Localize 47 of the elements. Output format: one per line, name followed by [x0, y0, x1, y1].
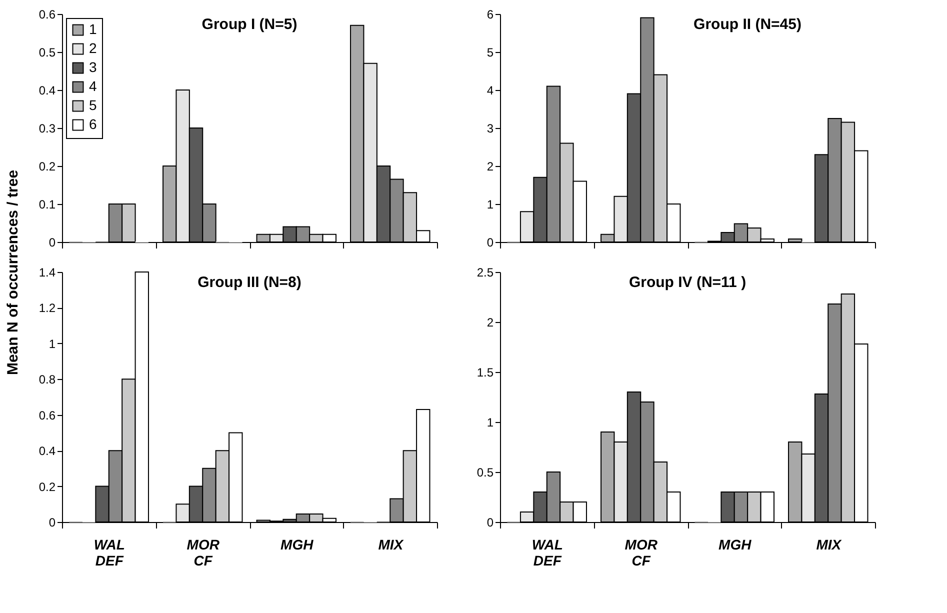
x-tick-label: WAL DEF: [532, 536, 563, 568]
chart-title: Group IV (N=11 ): [628, 274, 746, 291]
y-tick-label: 0.6: [38, 408, 56, 422]
legend-label: 6: [89, 116, 97, 132]
y-tick-label: 0.2: [38, 480, 56, 494]
legend-label: 5: [89, 97, 97, 113]
x-tick-label: MIX: [816, 536, 843, 552]
y-tick-label: 1: [486, 198, 494, 212]
y-tick-label: 0: [48, 516, 56, 530]
y-tick-label: 0.5: [476, 466, 494, 480]
x-tick-label: MOR CF: [624, 536, 658, 568]
legend-label: 4: [89, 78, 97, 94]
y-tick-label: 0.3: [38, 122, 56, 136]
y-tick-label: 1: [48, 336, 56, 351]
y-tick-label: 4: [486, 84, 494, 98]
y-tick-label: 1.4: [38, 266, 56, 280]
y-tick-label: 0.1: [38, 198, 56, 212]
y-tick-label: 1.2: [38, 301, 56, 316]
y-axis-title: Mean N of occurrences / tree: [4, 170, 22, 376]
y-tick-label: 6: [486, 8, 494, 22]
chart-title: Group I (N=5): [202, 16, 298, 33]
legend-label: 1: [89, 21, 97, 37]
y-tick-label: 0: [486, 516, 494, 530]
y-tick-label: 0: [486, 236, 494, 250]
x-tick-label: MIX: [378, 536, 405, 552]
y-tick-label: 1.5: [476, 366, 494, 380]
y-tick-label: 0.8: [38, 372, 56, 387]
y-tick-label: 0.4: [38, 444, 56, 458]
chart-title: Group II (N=45): [694, 16, 802, 33]
x-tick-label: WAL DEF: [94, 536, 125, 568]
x-tick-label: MGH: [280, 536, 314, 552]
y-tick-label: 0.4: [38, 84, 56, 98]
legend-label: 3: [89, 59, 97, 75]
y-tick-label: 5: [486, 46, 494, 60]
x-tick-label: MOR CF: [186, 536, 220, 568]
y-tick-label: 0: [48, 236, 56, 250]
y-tick-label: 3: [486, 122, 494, 136]
y-tick-label: 2: [486, 316, 494, 330]
legend-label: 2: [89, 40, 97, 56]
chart-title: Group III (N=8): [198, 274, 302, 291]
y-tick-label: 1: [486, 416, 494, 430]
y-tick-label: 0.2: [38, 160, 56, 174]
y-tick-label: 0.6: [38, 8, 56, 22]
y-tick-label: 0.5: [38, 46, 56, 60]
x-tick-label: MGH: [718, 536, 752, 552]
y-tick-label: 2: [486, 160, 494, 174]
y-tick-label: 2.5: [476, 266, 494, 280]
